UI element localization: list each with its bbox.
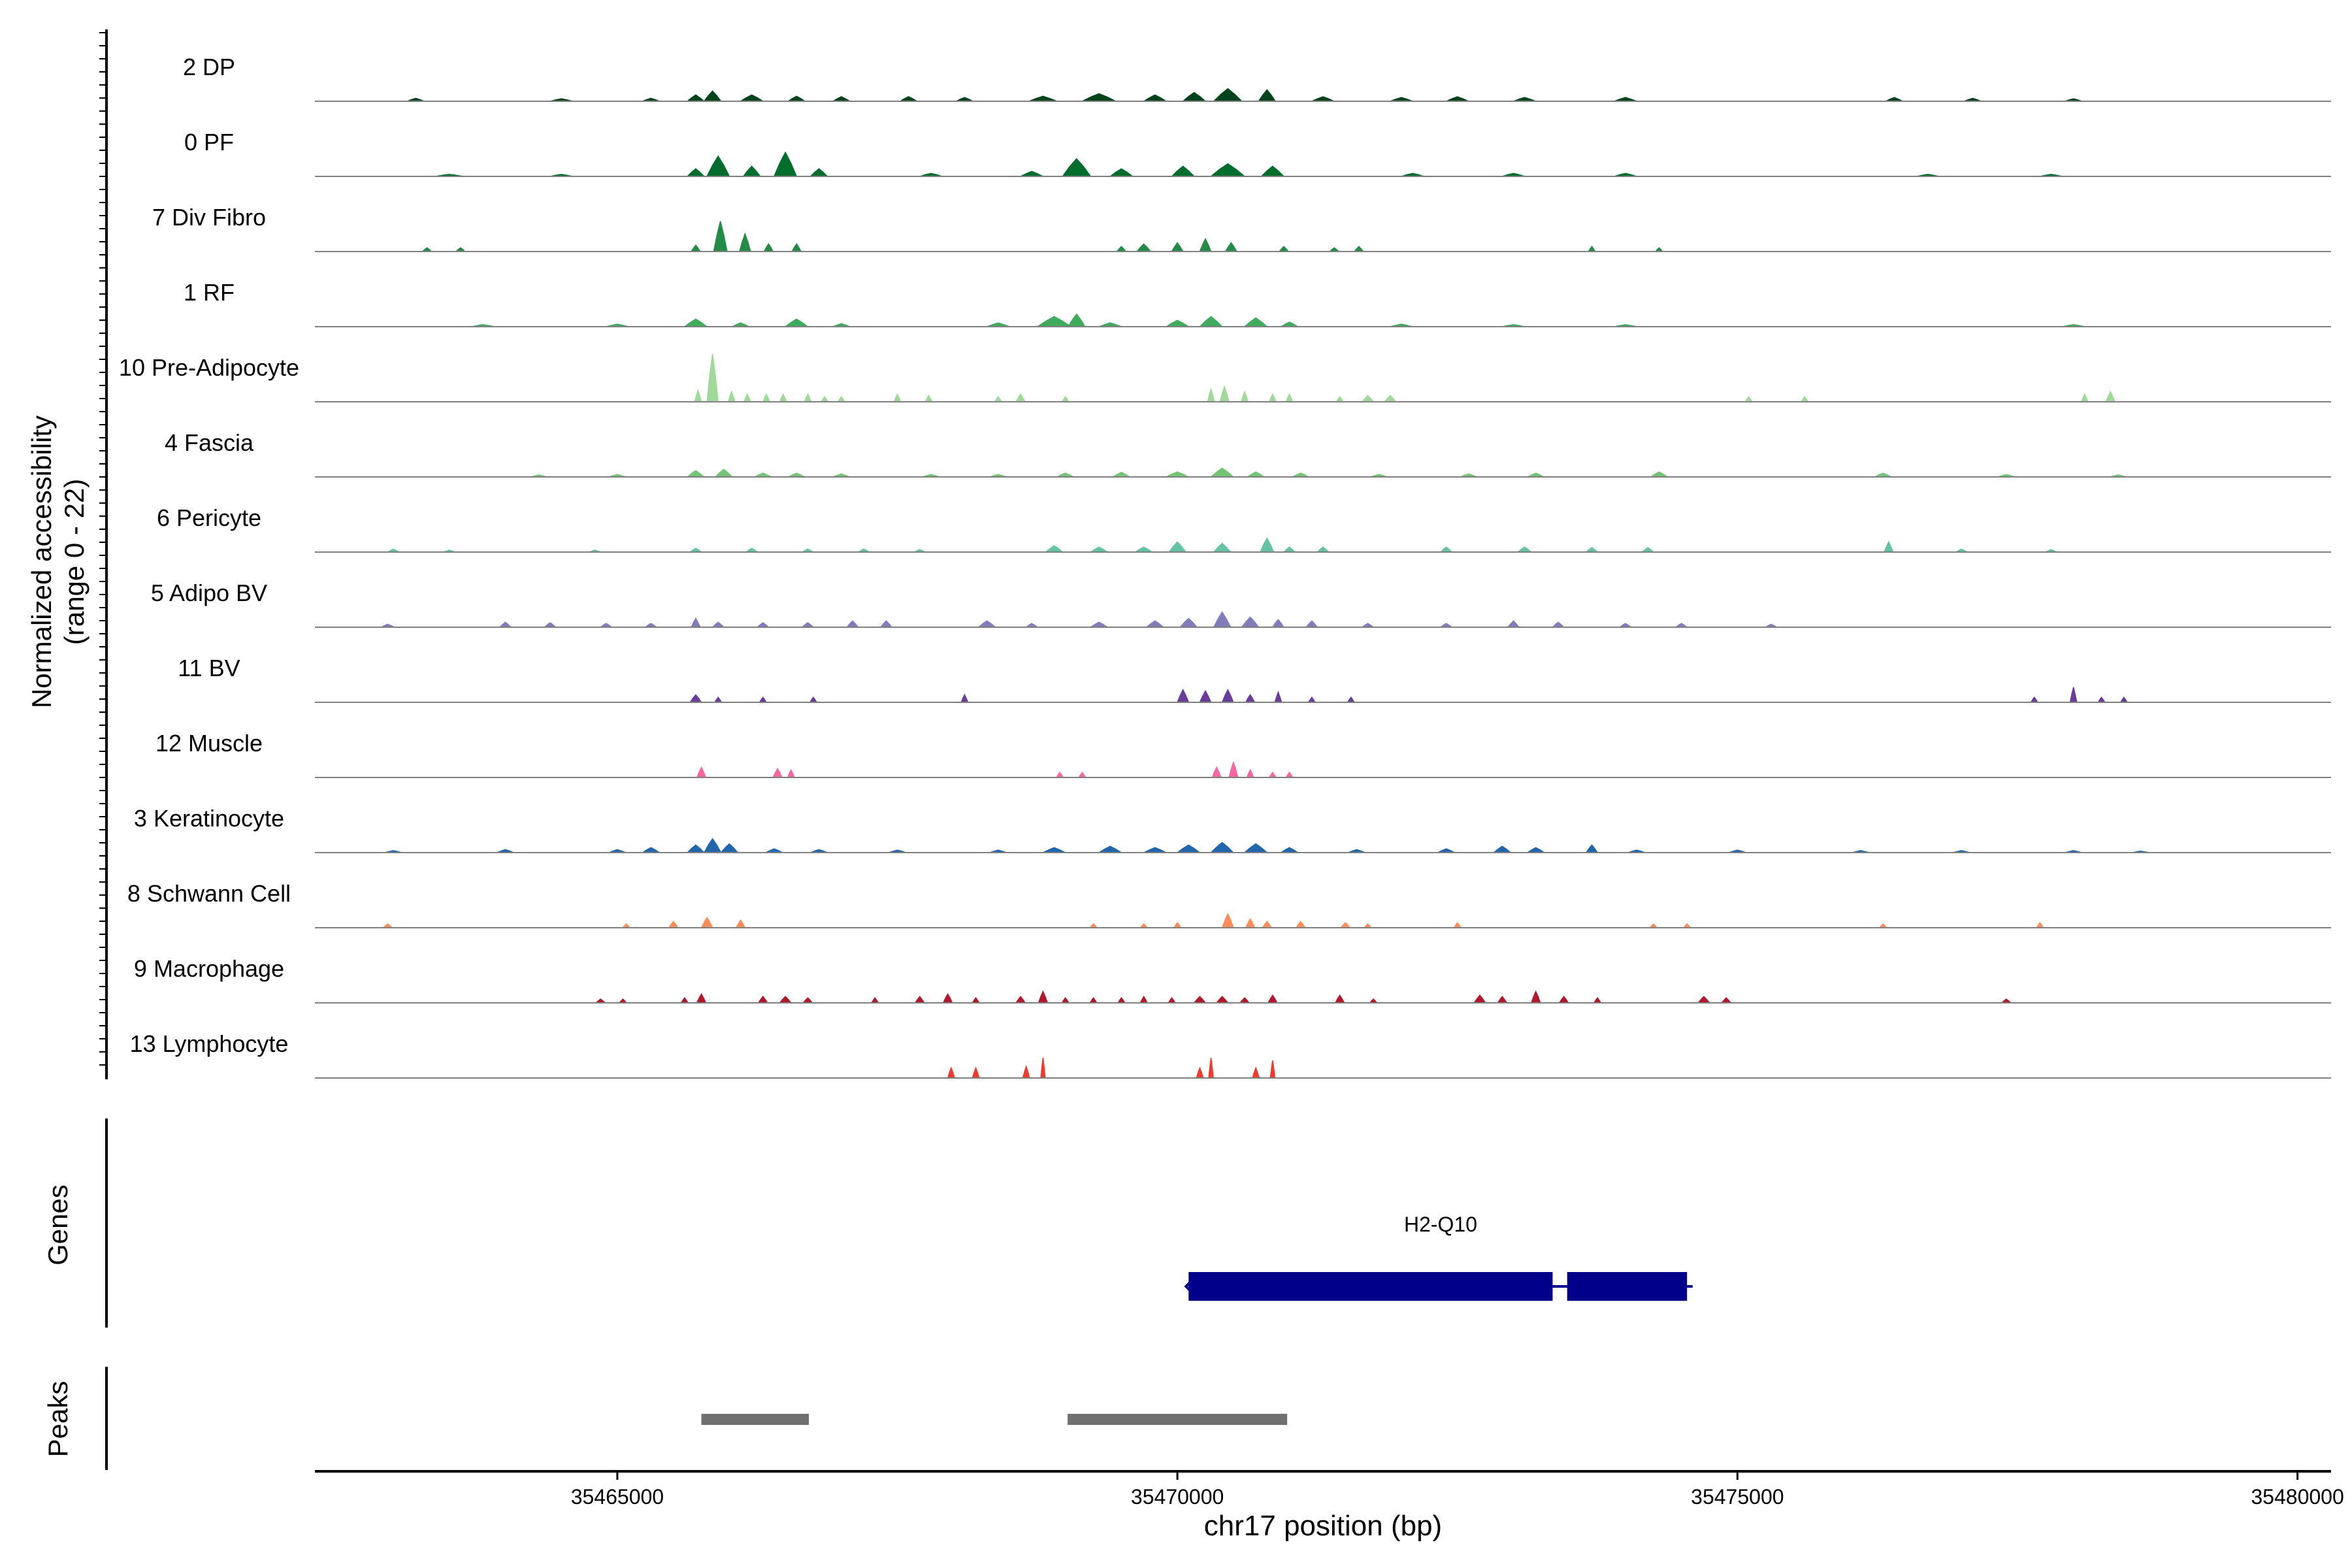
x-axis-tick-label: 35465000 xyxy=(571,1485,664,1509)
track-label: 8 Schwann Cell xyxy=(127,880,291,907)
track: 9 Macrophage xyxy=(134,955,2331,1004)
x-axis-tick-label: 35475000 xyxy=(1691,1485,1784,1509)
peaks-panel-label: Peaks xyxy=(42,1381,73,1458)
track-label: 2 DP xyxy=(183,54,235,80)
track: 13 Lymphocyte xyxy=(130,1030,2331,1079)
track-label: 1 RF xyxy=(184,279,235,306)
strand-arrow-icon xyxy=(1184,1279,1194,1294)
x-axis-label: chr17 position (bp) xyxy=(1204,1510,1442,1542)
peak-region xyxy=(1068,1414,1288,1425)
track-label: 0 PF xyxy=(184,129,234,155)
track: 2 DP xyxy=(183,54,2331,102)
gene-exon xyxy=(1188,1272,1553,1301)
coverage-y-axis: Normalized accessibility (range 0 - 22) xyxy=(26,29,108,1079)
genes-panel: Genes H2-Q10 xyxy=(42,1119,1693,1328)
gene-models: H2-Q10 xyxy=(1184,1213,1693,1301)
track: 5 Adipo BV xyxy=(151,580,2331,628)
track-label: 13 Lymphocyte xyxy=(130,1030,289,1057)
gene-model: H2-Q10 xyxy=(1184,1213,1693,1301)
track: 8 Schwann Cell xyxy=(127,880,2331,928)
x-axis-tick-label: 35470000 xyxy=(1131,1485,1224,1509)
track: 11 BV xyxy=(178,655,2331,703)
track-label: 7 Div Fibro xyxy=(152,204,266,231)
track-label: 6 Pericyte xyxy=(157,504,261,531)
coverage-tracks: 2 DP 0 PF 7 Div Fibro 1 RF 10 Pre-Adipocyte 4… xyxy=(119,54,2331,1079)
x-axis: 35465000 35470000 35475000 35480000 chr17 p… xyxy=(315,1470,2344,1542)
x-axis-tick-label: 35480000 xyxy=(2251,1485,2344,1509)
track: 10 Pre-Adipocyte xyxy=(119,353,2331,402)
track: 12 Muscle xyxy=(155,730,2331,778)
track: 7 Div Fibro xyxy=(152,204,2331,252)
track-label: 9 Macrophage xyxy=(134,955,284,982)
peak-region xyxy=(701,1414,809,1425)
gene-label: H2-Q10 xyxy=(1404,1213,1477,1236)
x-axis-ticks: 35465000 35470000 35475000 35480000 xyxy=(571,1471,2344,1509)
track: 0 PF xyxy=(184,129,2331,177)
peak-regions xyxy=(701,1414,1288,1425)
track: 6 Pericyte xyxy=(157,504,2331,553)
coverage-y-axis-ticks xyxy=(99,32,106,1066)
track: 1 RF xyxy=(184,279,2331,327)
track: 3 Keratinocyte xyxy=(134,805,2331,853)
track-label: 12 Muscle xyxy=(155,730,263,757)
genes-panel-label: Genes xyxy=(42,1184,73,1266)
track-label: 11 BV xyxy=(178,655,240,681)
y-axis-title-line2: (range 0 - 22) xyxy=(59,479,90,645)
track: 4 Fascia xyxy=(165,429,2331,478)
track-label: 5 Adipo BV xyxy=(151,580,267,606)
track-label: 10 Pre-Adipocyte xyxy=(119,354,299,381)
track-label: 3 Keratinocyte xyxy=(134,805,284,832)
peaks-panel: Peaks xyxy=(42,1367,1288,1470)
track-label: 4 Fascia xyxy=(165,429,254,456)
y-axis-title-line1: Normalized accessibility xyxy=(26,416,57,708)
gene-exon xyxy=(1567,1272,1688,1301)
